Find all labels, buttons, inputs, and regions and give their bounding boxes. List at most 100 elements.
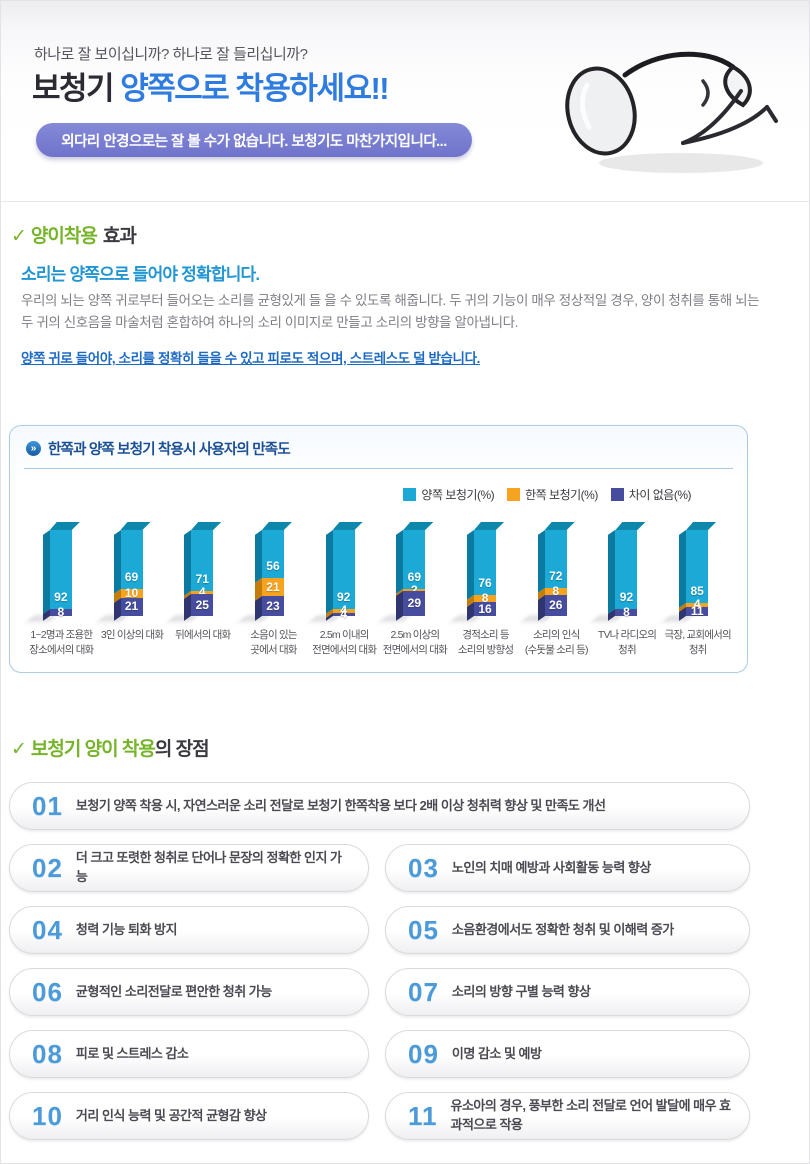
bar: 92 8 [42,522,80,621]
chart-bars: 92 8 1~2명과 조용한 장소에서의 대화 69 10 21 3인 이상의 대화 71 4 25… [26,522,733,657]
bar-top-face [49,522,80,530]
bar-value-label: 92 [619,590,634,605]
glasses-image [565,51,778,173]
bar-category-label: 1~2명과 조용한 장소에서의 대화 [29,628,94,657]
bar-value-label: 4 [340,603,347,618]
bar-group: 69 10 21 3인 이상의 대화 [97,522,168,657]
advantage-text: 피로 및 스트레스 감소 [75,1045,189,1061]
bar-category-label: 소리의 인식 (수돗물 소리 등) [525,628,589,657]
bar-side-face [537,530,545,621]
bar-group: 92 8 1~2명과 조용한 장소에서의 대화 [26,522,97,657]
bar-segment: 69 [120,530,143,590]
bar-side-face [396,530,404,621]
bar-side-segment [184,594,192,621]
advantage-item: 09 이명 감소 및 예방 [385,1030,750,1078]
bar-label-line: 전면에서의 대화 [382,643,448,656]
bar-label-line: 1~2명과 조용한 [30,629,93,641]
bar: 56 21 23 [254,522,292,621]
bar-side-segment [184,530,192,596]
section-effect-heading-dark: 효과 [102,226,137,247]
chart-legend: 양쪽 보청기(%) 한쪽 보청기(%) 차이 없음(%) [403,486,692,503]
bar-segment: 29 [403,591,426,616]
bar-value-label: 8 [481,591,489,606]
bar-group: 85 4 11 극장, 교회에서의 청취 [662,522,733,657]
advantage-number: 07 [408,976,439,1007]
bar-top-face [403,522,434,530]
effect-subtitle: 소리는 양쪽으로 들어야 정확합니다. [21,265,260,284]
bar-category-label: 극장, 교회에서의 청취 [664,628,732,657]
bar: 92 8 [608,522,646,621]
bar-side-face [679,530,687,621]
advantage-text: 거리 인식 능력 및 공간적 균형감 향상 [75,1107,267,1123]
bar-front-face: 85 4 11 [686,530,709,617]
bar-label-line: 극장, 교회에서의 [664,629,732,641]
legend-swatch [610,488,624,501]
bar-category-label: 경적소리 등 소리의 방향성 [457,628,514,657]
bar-label-line: 곳에서 대화 [250,643,297,656]
section-effect-heading-green: 양이착용 [30,226,98,247]
advantage-text: 노인의 치매 예방과 사회활동 능력 향상 [451,859,651,875]
bar-top-face [686,522,717,530]
legend-label: 한쪽 보청기(%) [525,488,598,502]
advantage-text: 소리의 방향 구별 능력 향상 [451,983,591,999]
advantage-number: 02 [32,852,63,883]
advantage-item: 10 거리 인식 능력 및 공간적 균형감 향상 [9,1092,369,1140]
bar-front-face: 72 8 26 [544,530,567,616]
section-effect-heading: ✓ 양이착용 효과 [11,221,137,248]
bar-top-face [544,522,575,530]
bar-side-face [254,530,262,621]
advantage-number: 01 [32,790,63,821]
bar-side-segment [537,530,545,594]
bar: 69 2 29 [396,522,434,621]
bar-segment: 4 [686,598,709,610]
section-advantages-heading-green: 보청기 양이 착용 [30,739,156,760]
bar-value-label: 16 [478,601,492,616]
advantage-item: 11 유소아의 경우, 풍부한 소리 전달로 언어 발달에 매우 효과적으로 작용 [385,1092,750,1140]
page-title-dark: 보청기 [32,71,121,106]
legend-item: 한쪽 보청기(%) [507,486,598,503]
bar-segment: 76 [474,530,497,596]
bar-label-line: 소리의 인식 [533,629,580,641]
bar-label-line: 뒤에서의 대화 [175,629,231,641]
bar-side-segment [467,602,475,621]
bar-segment: 21 [261,578,284,597]
legend-swatch [403,488,417,501]
bar-label-line: 청취 [618,643,637,656]
bar-side-segment [396,530,404,595]
chart-panel-header: » 한쪽과 양쪽 보청기 착용시 사용자의 만족도 [10,426,747,468]
bar-label-line: 소리의 방향성 [457,643,514,656]
bar-label-line: 소음이 있는 [250,629,297,641]
bar: 76 8 16 [467,522,505,621]
check-icon: ✓ [11,739,27,760]
legend-label: 차이 없음(%) [628,488,692,502]
advantage-item: 05 소음환경에서도 정확한 청취 및 이해력 증가 [385,906,750,954]
bar-value-label: 2 [411,582,418,597]
bar-category-label: TV나 라디오의 청취 [598,628,657,657]
bar-front-face: 76 8 16 [474,530,497,616]
bar-side-face [42,530,50,621]
bar-top-face [261,522,292,530]
bar-segment: 8 [49,605,72,620]
bar-side-segment [325,530,333,615]
advantages-grid: 01 보청기 양쪽 착용 시, 자연스러운 소리 전달로 보청기 한쪽착용 보다 … [9,782,750,1140]
bar-value-label: 26 [549,597,563,612]
effect-highlight-text: 양쪽 귀로 들어야, 소리를 정확히 들을 수 있고 피로도 적으며, 스트레스… [21,351,480,366]
bar-segment: 69 [403,530,426,590]
advantage-number: 05 [408,914,439,945]
legend-swatch [507,488,521,501]
bar-segment: 2 [403,584,426,596]
bar-value-label: 76 [478,576,492,591]
advantage-number: 11 [408,1100,438,1131]
bar-label-line: 전면에서의 대화 [312,643,377,656]
bar-segment: 8 [474,591,497,606]
bar-segment: 4 [332,608,355,620]
legend-label: 양쪽 보청기(%) [421,488,495,502]
bar-side-segment [42,530,50,615]
bar-value-label: 8 [57,605,65,620]
bar-segment: 25 [191,594,214,616]
bar-value-label: 23 [266,598,280,613]
bar-label-line: 2.5m 이상의 [390,629,440,641]
bar-segment: 92 [49,530,72,610]
bar-group: 76 8 16 경적소리 등 소리의 방향성 [450,522,521,657]
